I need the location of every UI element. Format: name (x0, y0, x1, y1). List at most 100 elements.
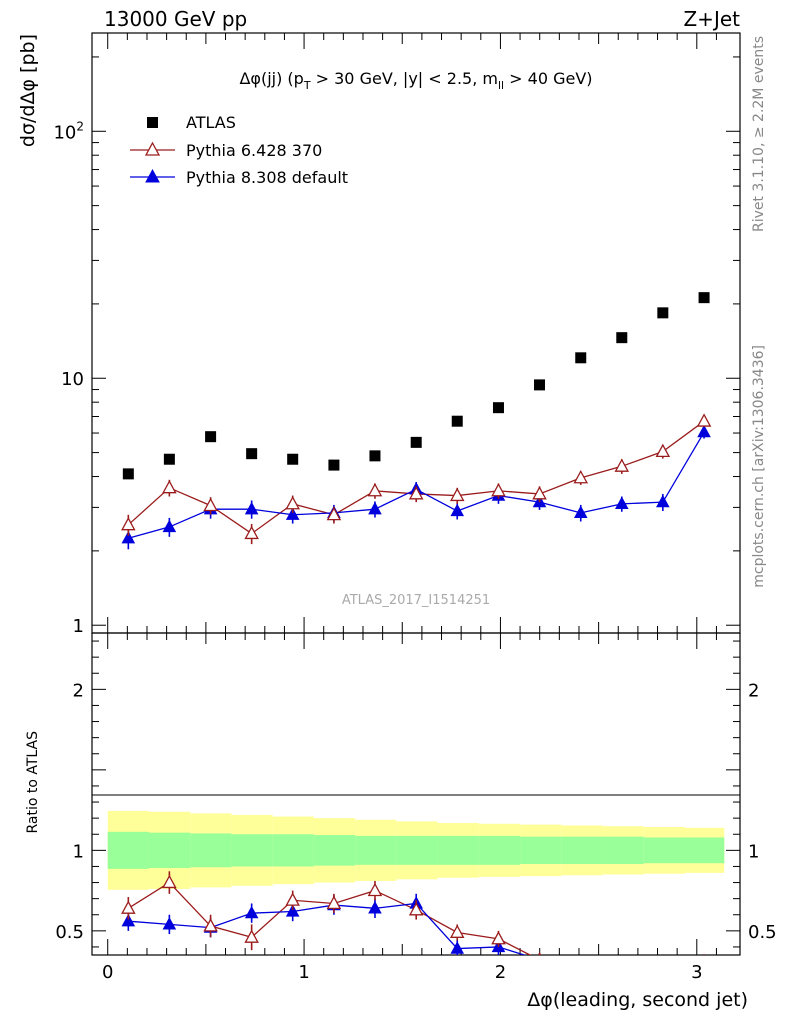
point-atlas (287, 453, 299, 465)
x-tick-label: 0 (102, 962, 113, 983)
point-atlas (328, 459, 340, 471)
mcplots-label: mcplots.cern.ch [arXiv:1306.3436] (751, 345, 767, 588)
band-inner-segment (231, 834, 273, 867)
y-tick-label-main: 10 (61, 369, 84, 390)
analysis-watermark: ATLAS_2017_I1514251 (342, 593, 490, 608)
point-pythia6 (162, 479, 177, 494)
point-pythia6 (491, 482, 506, 497)
band-inner-segment (355, 835, 397, 865)
point-atlas (616, 332, 628, 344)
point-pythia8 (162, 519, 177, 533)
band-inner-segment (685, 837, 725, 864)
point-pythia6 (696, 413, 712, 427)
band-inner-segment (478, 835, 521, 865)
point-pythia6 (655, 443, 671, 458)
y-tick-label-main: 102 (53, 119, 84, 143)
point-pythia8 (656, 494, 670, 508)
ratio-point-pythia6 (703, 953, 705, 955)
legend: ATLAS Pythia 6.428 370 Pythia 8.308 defa… (130, 113, 348, 187)
point-atlas (163, 453, 175, 465)
point-pythia6 (449, 487, 465, 502)
point-atlas (246, 448, 258, 460)
ratio-point-pythia8 (657, 978, 668, 989)
ratio-point-pythia6 (121, 900, 136, 914)
point-pythia8 (697, 424, 711, 438)
ratio-point-pythia6 (285, 892, 300, 906)
ratio-point-pythia8 (285, 904, 300, 917)
point-pythia8 (450, 503, 465, 517)
legend-marker-pythia8 (145, 168, 160, 183)
point-atlas (369, 450, 381, 462)
point-pythia6 (573, 470, 589, 484)
legend-marker-pythia6 (144, 141, 161, 156)
point-atlas (410, 436, 422, 448)
point-atlas (122, 468, 134, 480)
legend-label-pythia6: Pythia 6.428 370 (186, 141, 322, 160)
legend-marker-atlas (147, 117, 158, 128)
ratio-point-pythia8 (575, 967, 586, 978)
ratio-point-pythia8 (368, 900, 382, 914)
ratio-point-pythia6 (162, 874, 177, 889)
y-axis-title-ratio: Ratio to ATLAS (25, 731, 41, 834)
y-tick-label-ratio: 1 (73, 841, 84, 862)
point-pythia6 (614, 458, 630, 472)
ratio-point-pythia6 (367, 882, 383, 897)
band-inner-segment (396, 835, 438, 865)
band-inner-segment (643, 837, 686, 864)
ratio-point-pythia6 (657, 960, 669, 971)
ratio-point-pythia6 (244, 929, 259, 943)
y-tick-label-ratio-right: 2 (748, 680, 759, 701)
ratio-point-pythia6 (616, 957, 628, 968)
point-pythia8 (121, 530, 136, 544)
band-inner-segment (190, 833, 232, 868)
point-pythia6 (285, 496, 300, 510)
y-tick-label-ratio: 2 (73, 680, 84, 701)
point-pythia8 (244, 501, 259, 515)
ratio-panel-frame (91, 632, 741, 956)
plot-title: Δφ(jj) (pT > 30 GeV, |y| < 2.5, mll > 40… (239, 69, 592, 92)
ratio-point-pythia8 (162, 917, 177, 930)
band-inner-segment (437, 835, 479, 865)
point-pythia6 (121, 516, 136, 531)
x-tick-label: 3 (691, 962, 702, 983)
ratio-point-pythia6 (408, 902, 424, 916)
point-pythia8 (285, 507, 300, 520)
ratio-plot-data (121, 871, 705, 989)
ratio-point-pythia8 (616, 970, 627, 981)
ratio-point-pythia6 (537, 951, 542, 955)
axis-tick-labels: 1 10 102 0.5 0.5 1 1 2 2 0 1 2 3 (53, 119, 776, 983)
axis-ticks (92, 33, 740, 955)
point-pythia8 (573, 505, 588, 519)
y-tick-label-ratio: 0.5 (55, 922, 84, 943)
ratio-point-pythia6 (449, 924, 465, 938)
band-inner-segment (602, 836, 644, 865)
main-plot-data (121, 292, 712, 550)
header-process: Z+Jet (683, 7, 740, 31)
band-inner-segment (520, 836, 562, 865)
legend-label-pythia8: Pythia 8.308 default (186, 168, 348, 187)
point-atlas (698, 292, 710, 304)
x-tick-label: 1 (298, 962, 309, 983)
rivet-label: Rivet 3.1.10, ≥ 2.2M events (751, 36, 767, 232)
ratio-point-pythia8 (121, 913, 136, 927)
y-tick-label-ratio-right: 0.5 (748, 922, 777, 943)
point-atlas (657, 307, 669, 319)
ratio-point-pythia6 (326, 895, 342, 910)
band-inner-segment (107, 831, 149, 869)
y-axis-title-main: dσ/dΔφ [pb] (17, 34, 39, 147)
band-inner-segment (148, 832, 191, 869)
band-inner-segment (313, 835, 356, 866)
x-axis-title: Δφ(leading, second jet) (527, 989, 748, 1011)
point-pythia6 (408, 486, 424, 500)
band-inner-segment (272, 834, 314, 867)
uncertainty-bands (107, 810, 725, 890)
point-pythia6 (244, 525, 259, 540)
legend-label-atlas: ATLAS (186, 113, 236, 132)
point-pythia8 (368, 501, 382, 515)
point-atlas (451, 415, 463, 427)
point-atlas (205, 431, 217, 443)
point-atlas (492, 402, 504, 414)
band-inner-segment (561, 836, 603, 865)
point-pythia6 (532, 486, 547, 500)
